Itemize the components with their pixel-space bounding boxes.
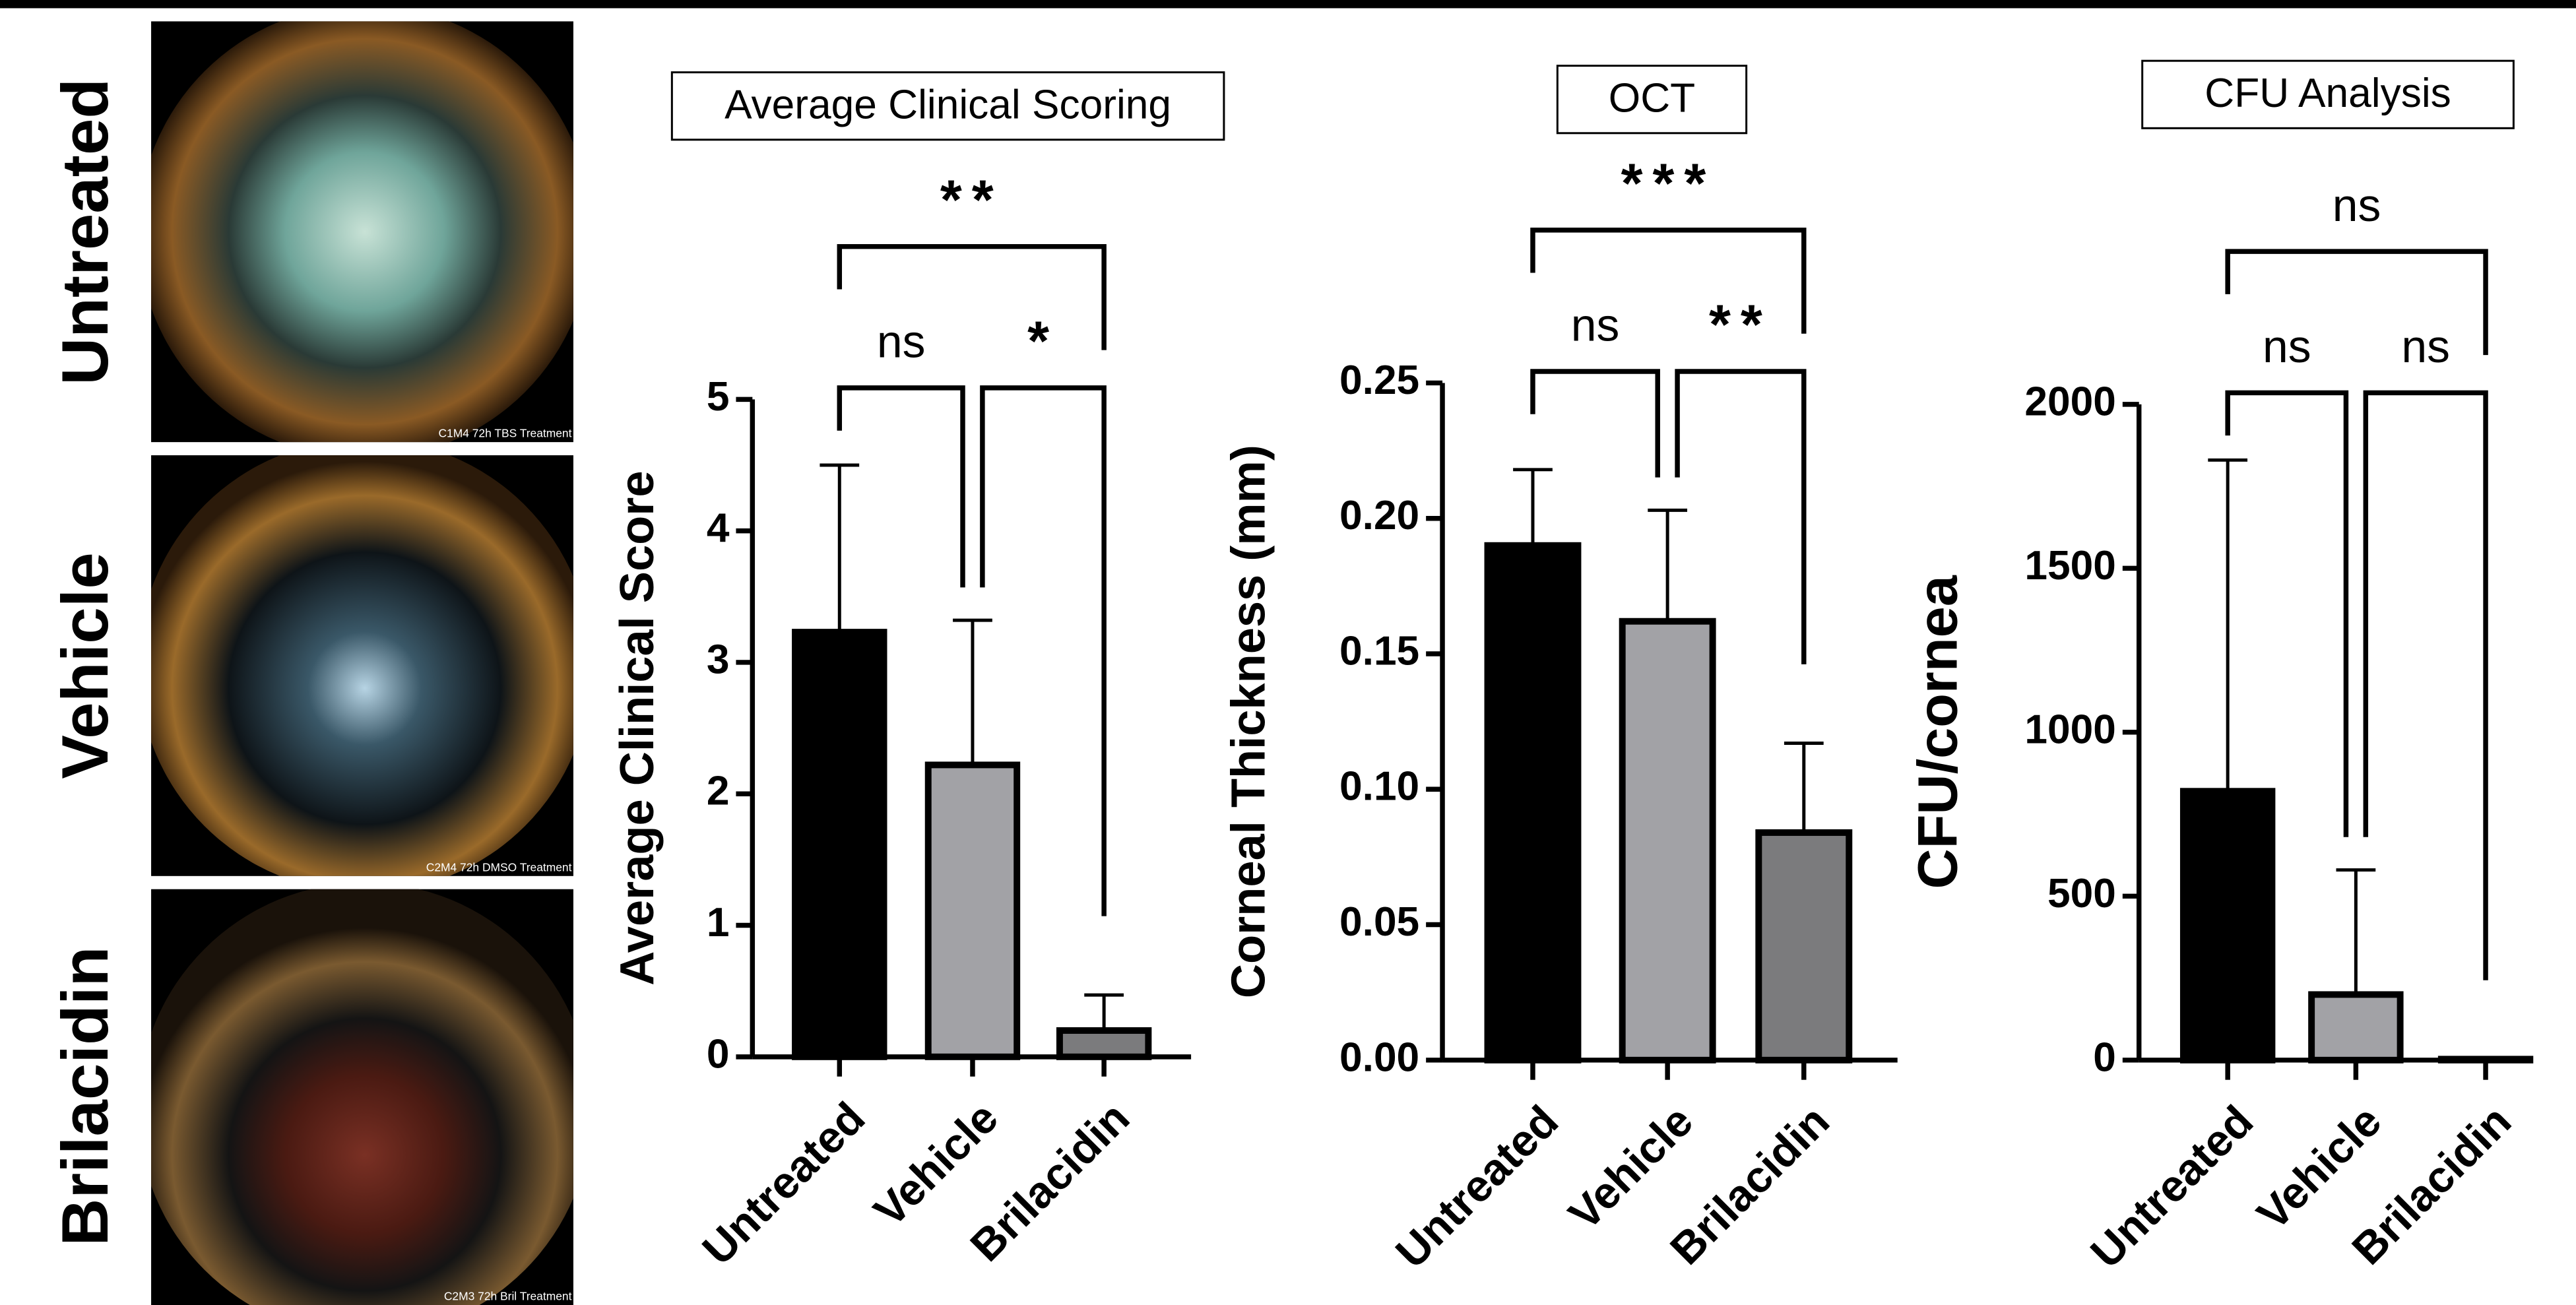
significance-bracket <box>839 388 963 587</box>
y-tick-label: 0.00 <box>1339 1034 1419 1080</box>
significance-label: ns <box>1571 300 1620 351</box>
y-tick-label: 0 <box>707 1031 730 1077</box>
y-tick-label: 0.25 <box>1339 358 1419 403</box>
significance-bracket <box>1533 371 1658 478</box>
x-tick-label: Untreated <box>693 1093 874 1275</box>
photo-caption: C2M4 72h DMSO Treatment <box>426 860 572 874</box>
y-tick-label: 1 <box>707 900 730 945</box>
y-tick-label: 4 <box>707 505 730 551</box>
x-tick-label: Untreated <box>1386 1097 1568 1278</box>
significance-label: ** <box>1709 293 1772 356</box>
row-label: Vehicle <box>49 552 122 779</box>
significance-bracket <box>2366 393 2486 980</box>
y-tick-label: 0.15 <box>1339 628 1419 674</box>
y-axis-label: Corneal Thickness (mm) <box>1222 445 1275 998</box>
bar <box>928 765 1017 1056</box>
photo <box>138 5 591 459</box>
x-tick-label: Untreated <box>2081 1097 2263 1278</box>
significance-label: ns <box>877 316 926 367</box>
y-tick-label: 1500 <box>2024 543 2115 589</box>
chart-title: CFU Analysis <box>2205 71 2451 116</box>
row-label: Untreated <box>49 79 122 385</box>
y-tick-label: 2000 <box>2024 379 2115 424</box>
photo <box>138 439 591 893</box>
significance-label: * <box>1027 309 1059 371</box>
chart-title: Average Clinical Scoring <box>724 82 1171 128</box>
photo-caption: C2M3 72h Bril Treatment <box>444 1290 572 1303</box>
photo-caption: C1M4 72h TBS Treatment <box>438 427 571 440</box>
y-tick-label: 5 <box>707 374 730 420</box>
y-axis-label: Average Clinical Score <box>611 470 664 985</box>
bar <box>1623 621 1713 1060</box>
significance-label: ns <box>2263 321 2311 372</box>
y-tick-label: 0 <box>2093 1034 2116 1080</box>
y-tick-label: 0.05 <box>1339 899 1419 945</box>
y-axis-label: CFU/cornea <box>1906 575 1968 889</box>
bar <box>1758 833 1849 1060</box>
row-label: Brilacidin <box>49 947 122 1246</box>
y-tick-label: 1000 <box>2024 707 2115 752</box>
y-tick-label: 0.10 <box>1339 764 1419 810</box>
bar <box>2441 1059 2530 1060</box>
bar <box>1060 1031 1148 1057</box>
photo <box>138 883 591 1305</box>
y-tick-label: 3 <box>707 637 730 682</box>
significance-label: ns <box>2401 321 2450 372</box>
y-tick-label: 2 <box>707 769 730 814</box>
significance-label: *** <box>1621 151 1716 214</box>
y-tick-label: 0.20 <box>1339 493 1419 538</box>
significance-label: ns <box>2333 179 2381 231</box>
bar <box>795 632 884 1057</box>
significance-label: ** <box>940 168 1004 230</box>
bar <box>2183 791 2272 1060</box>
figure: Untreated Vehicle Brilacidin C1M4 72h TBS T… <box>0 0 2576 1305</box>
top-rule <box>0 0 2576 8</box>
chart-title: OCT <box>1609 76 1695 121</box>
bar <box>1488 546 1578 1060</box>
y-tick-label: 500 <box>2047 871 2116 916</box>
bar <box>2311 994 2400 1060</box>
